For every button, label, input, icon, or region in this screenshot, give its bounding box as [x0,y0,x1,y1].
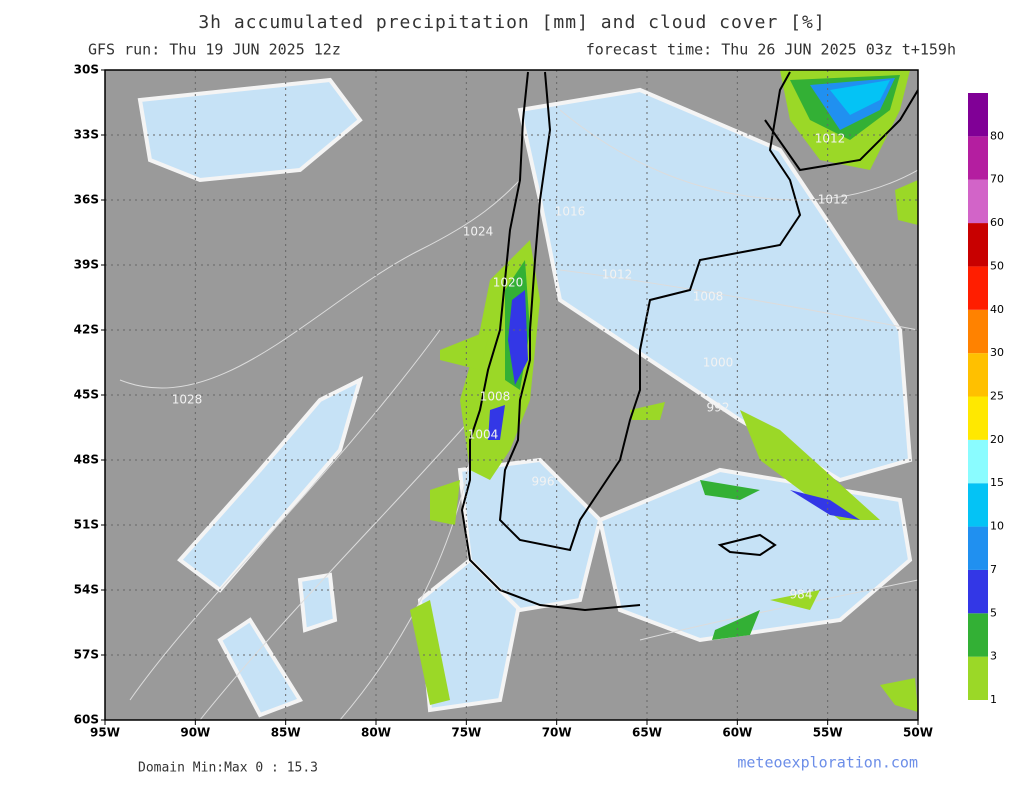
domain-minmax: Domain Min:Max 0 : 15.3 [138,761,318,776]
colorbar-label: 7 [990,563,997,576]
colorbar-swatch [968,266,988,310]
isobar-label: 1004 [468,428,499,442]
y-tick-label: 30S [74,63,99,77]
forecast-time: forecast time: Thu 26 JUN 2025 03z t+159… [586,41,956,59]
colorbar-label: 5 [990,606,997,619]
isobar-label: 1008 [480,390,511,404]
isobar-label: 1020 [493,276,524,290]
title: 3h accumulated precipitation [mm] and cl… [198,12,825,33]
isobar-label: 1024 [463,225,494,239]
y-tick-label: 54S [74,583,99,597]
colorbar-label: 70 [990,173,1004,186]
isobar-label: 1012 [818,193,849,207]
isobar-label: 992 [707,401,730,415]
colorbar-label: 10 [990,520,1004,533]
colorbar-label: 80 [990,129,1004,142]
colorbar-label: 1 [990,693,997,706]
isobars [119,109,918,720]
colorbar-swatch [968,136,988,180]
colorbar-label: 20 [990,433,1004,446]
x-tick-label: 65W [632,726,662,740]
x-tick-label: 80W [361,726,391,740]
y-tick-label: 42S [74,323,99,337]
isobar-label: 1028 [172,393,203,407]
y-tick-label: 39S [74,258,99,272]
coastlines [460,71,918,612]
colorbar-label: 25 [990,390,1004,403]
y-tick-label: 33S [74,128,99,142]
x-tick-label: 75W [451,726,481,740]
colorbar-label: 60 [990,216,1004,229]
y-tick-label: 60S [74,713,99,727]
map [104,69,919,721]
colorbar-swatch [968,439,988,484]
x-tick-label: 95W [90,726,120,740]
colorbar-swatch [968,223,988,267]
isobar-label: 984 [790,588,813,602]
isobar-label: 1012 [815,132,846,146]
run-time: GFS run: Thu 19 JUN 2025 12z [88,41,341,59]
colorbar-swatch [968,656,988,700]
y-tick-label: 36S [74,193,99,207]
colorbar-label: 50 [990,259,1004,272]
site-link: meteoexploration.com [737,754,918,772]
colorbar-swatch [968,309,988,354]
isobar-label: 996 [532,475,555,489]
colorbar-swatch [968,569,988,614]
colorbar-label: 3 [990,650,997,663]
x-tick-label: 50W [903,726,933,740]
y-tick-label: 48S [74,453,99,467]
colorbar-swatch [968,93,988,137]
isobar-label: 1000 [703,356,734,370]
colorbar-label: 40 [990,303,1004,316]
x-tick-label: 85W [271,726,301,740]
colorbar-swatch [968,396,988,440]
isobar-label: 1012 [602,268,633,282]
x-tick-label: 55W [813,726,843,740]
y-tick-label: 51S [74,518,99,532]
isobar-label: 1016 [555,205,586,219]
y-tick-label: 45S [74,388,99,402]
x-tick-label: 70W [542,726,572,740]
x-tick-label: 60W [722,726,752,740]
x-tick-label: 90W [180,726,210,740]
grid [105,70,918,720]
colorbar-swatch [968,613,988,657]
colorbar-swatch [968,179,988,224]
colorbar-swatch [968,483,988,527]
colorbar-label: 15 [990,476,1004,489]
colorbar-swatch [968,353,988,397]
isobar-label: 1008 [693,290,724,304]
colorbar-label: 30 [990,346,1004,359]
y-tick-label: 57S [74,648,99,662]
colorbar-swatch [968,526,988,570]
